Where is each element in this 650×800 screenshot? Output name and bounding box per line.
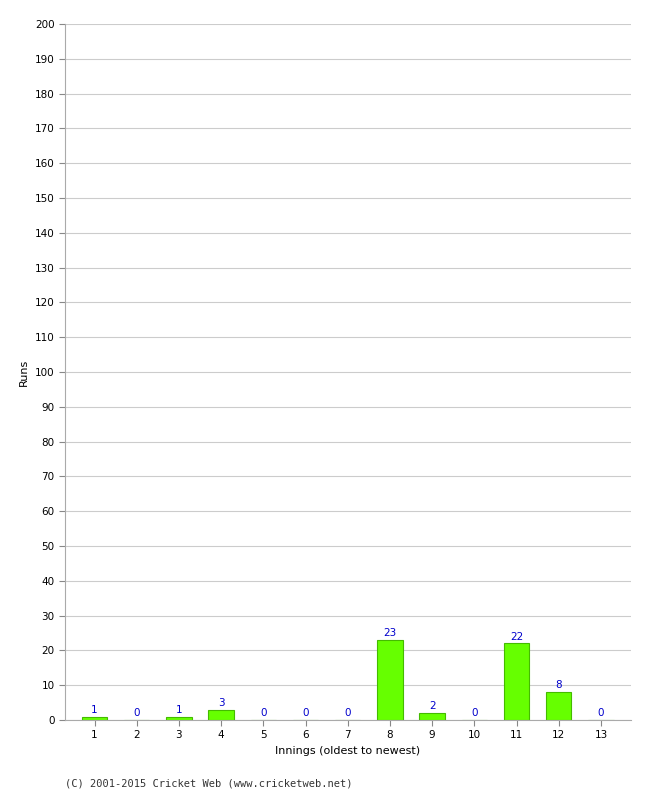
Bar [82, 717, 107, 720]
Text: 1: 1 [91, 705, 98, 714]
Text: 3: 3 [218, 698, 224, 708]
Text: 2: 2 [429, 702, 436, 711]
Text: (C) 2001-2015 Cricket Web (www.cricketweb.net): (C) 2001-2015 Cricket Web (www.cricketwe… [65, 778, 352, 788]
Text: 8: 8 [556, 681, 562, 690]
Text: 0: 0 [344, 708, 351, 718]
Bar [419, 713, 445, 720]
Bar [546, 692, 571, 720]
Text: 1: 1 [176, 705, 182, 714]
Text: 0: 0 [471, 708, 478, 718]
Bar [504, 643, 529, 720]
Text: 0: 0 [302, 708, 309, 718]
Text: 0: 0 [133, 708, 140, 718]
Text: 22: 22 [510, 632, 523, 642]
Text: 23: 23 [384, 628, 396, 638]
Y-axis label: Runs: Runs [20, 358, 29, 386]
Text: 0: 0 [260, 708, 266, 718]
Bar [377, 640, 402, 720]
Bar [166, 717, 192, 720]
Text: 0: 0 [598, 708, 604, 718]
X-axis label: Innings (oldest to newest): Innings (oldest to newest) [275, 746, 421, 756]
Bar [209, 710, 234, 720]
